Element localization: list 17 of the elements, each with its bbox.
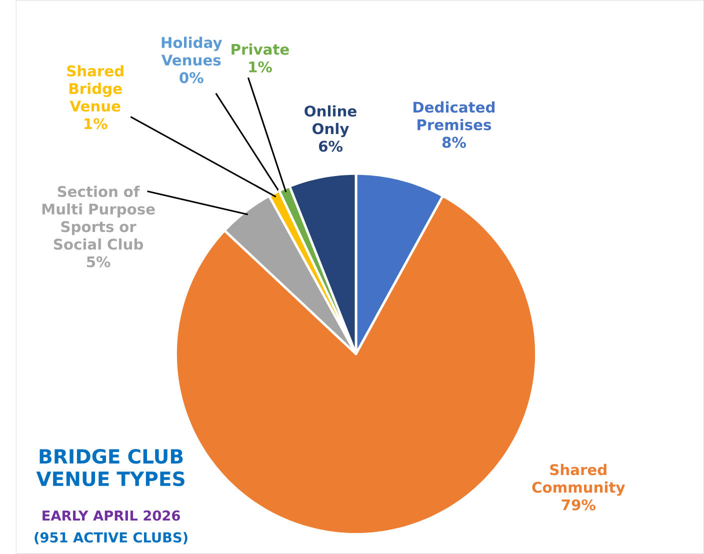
text: (951 ACTIVE CLUBS) [34, 532, 188, 544]
slice-label: Shared Bridge Venue [67, 65, 124, 112]
text: BRIDGE CLUB VENUE TYPES [36, 448, 184, 486]
slice-label: Section of Multi Purpose Sports or Social Club [42, 186, 155, 250]
data-label: 1% [249, 61, 272, 72]
data-label: 8% [442, 136, 466, 148]
text: EARLY APRIL 2026 [42, 510, 180, 521]
data-label: 79% [562, 499, 596, 510]
slice-label: Private [232, 44, 289, 55]
slice-label: Dedicated Premises [414, 101, 495, 130]
data-label: 6% [318, 140, 342, 152]
slice-label: Shared Community [532, 464, 625, 496]
slice-label: Online Only [304, 105, 356, 138]
data-label: 1% [84, 118, 108, 130]
text: 0% [180, 72, 204, 84]
category-label: Holiday Venues [161, 36, 222, 66]
data-label: 5% [87, 256, 110, 268]
